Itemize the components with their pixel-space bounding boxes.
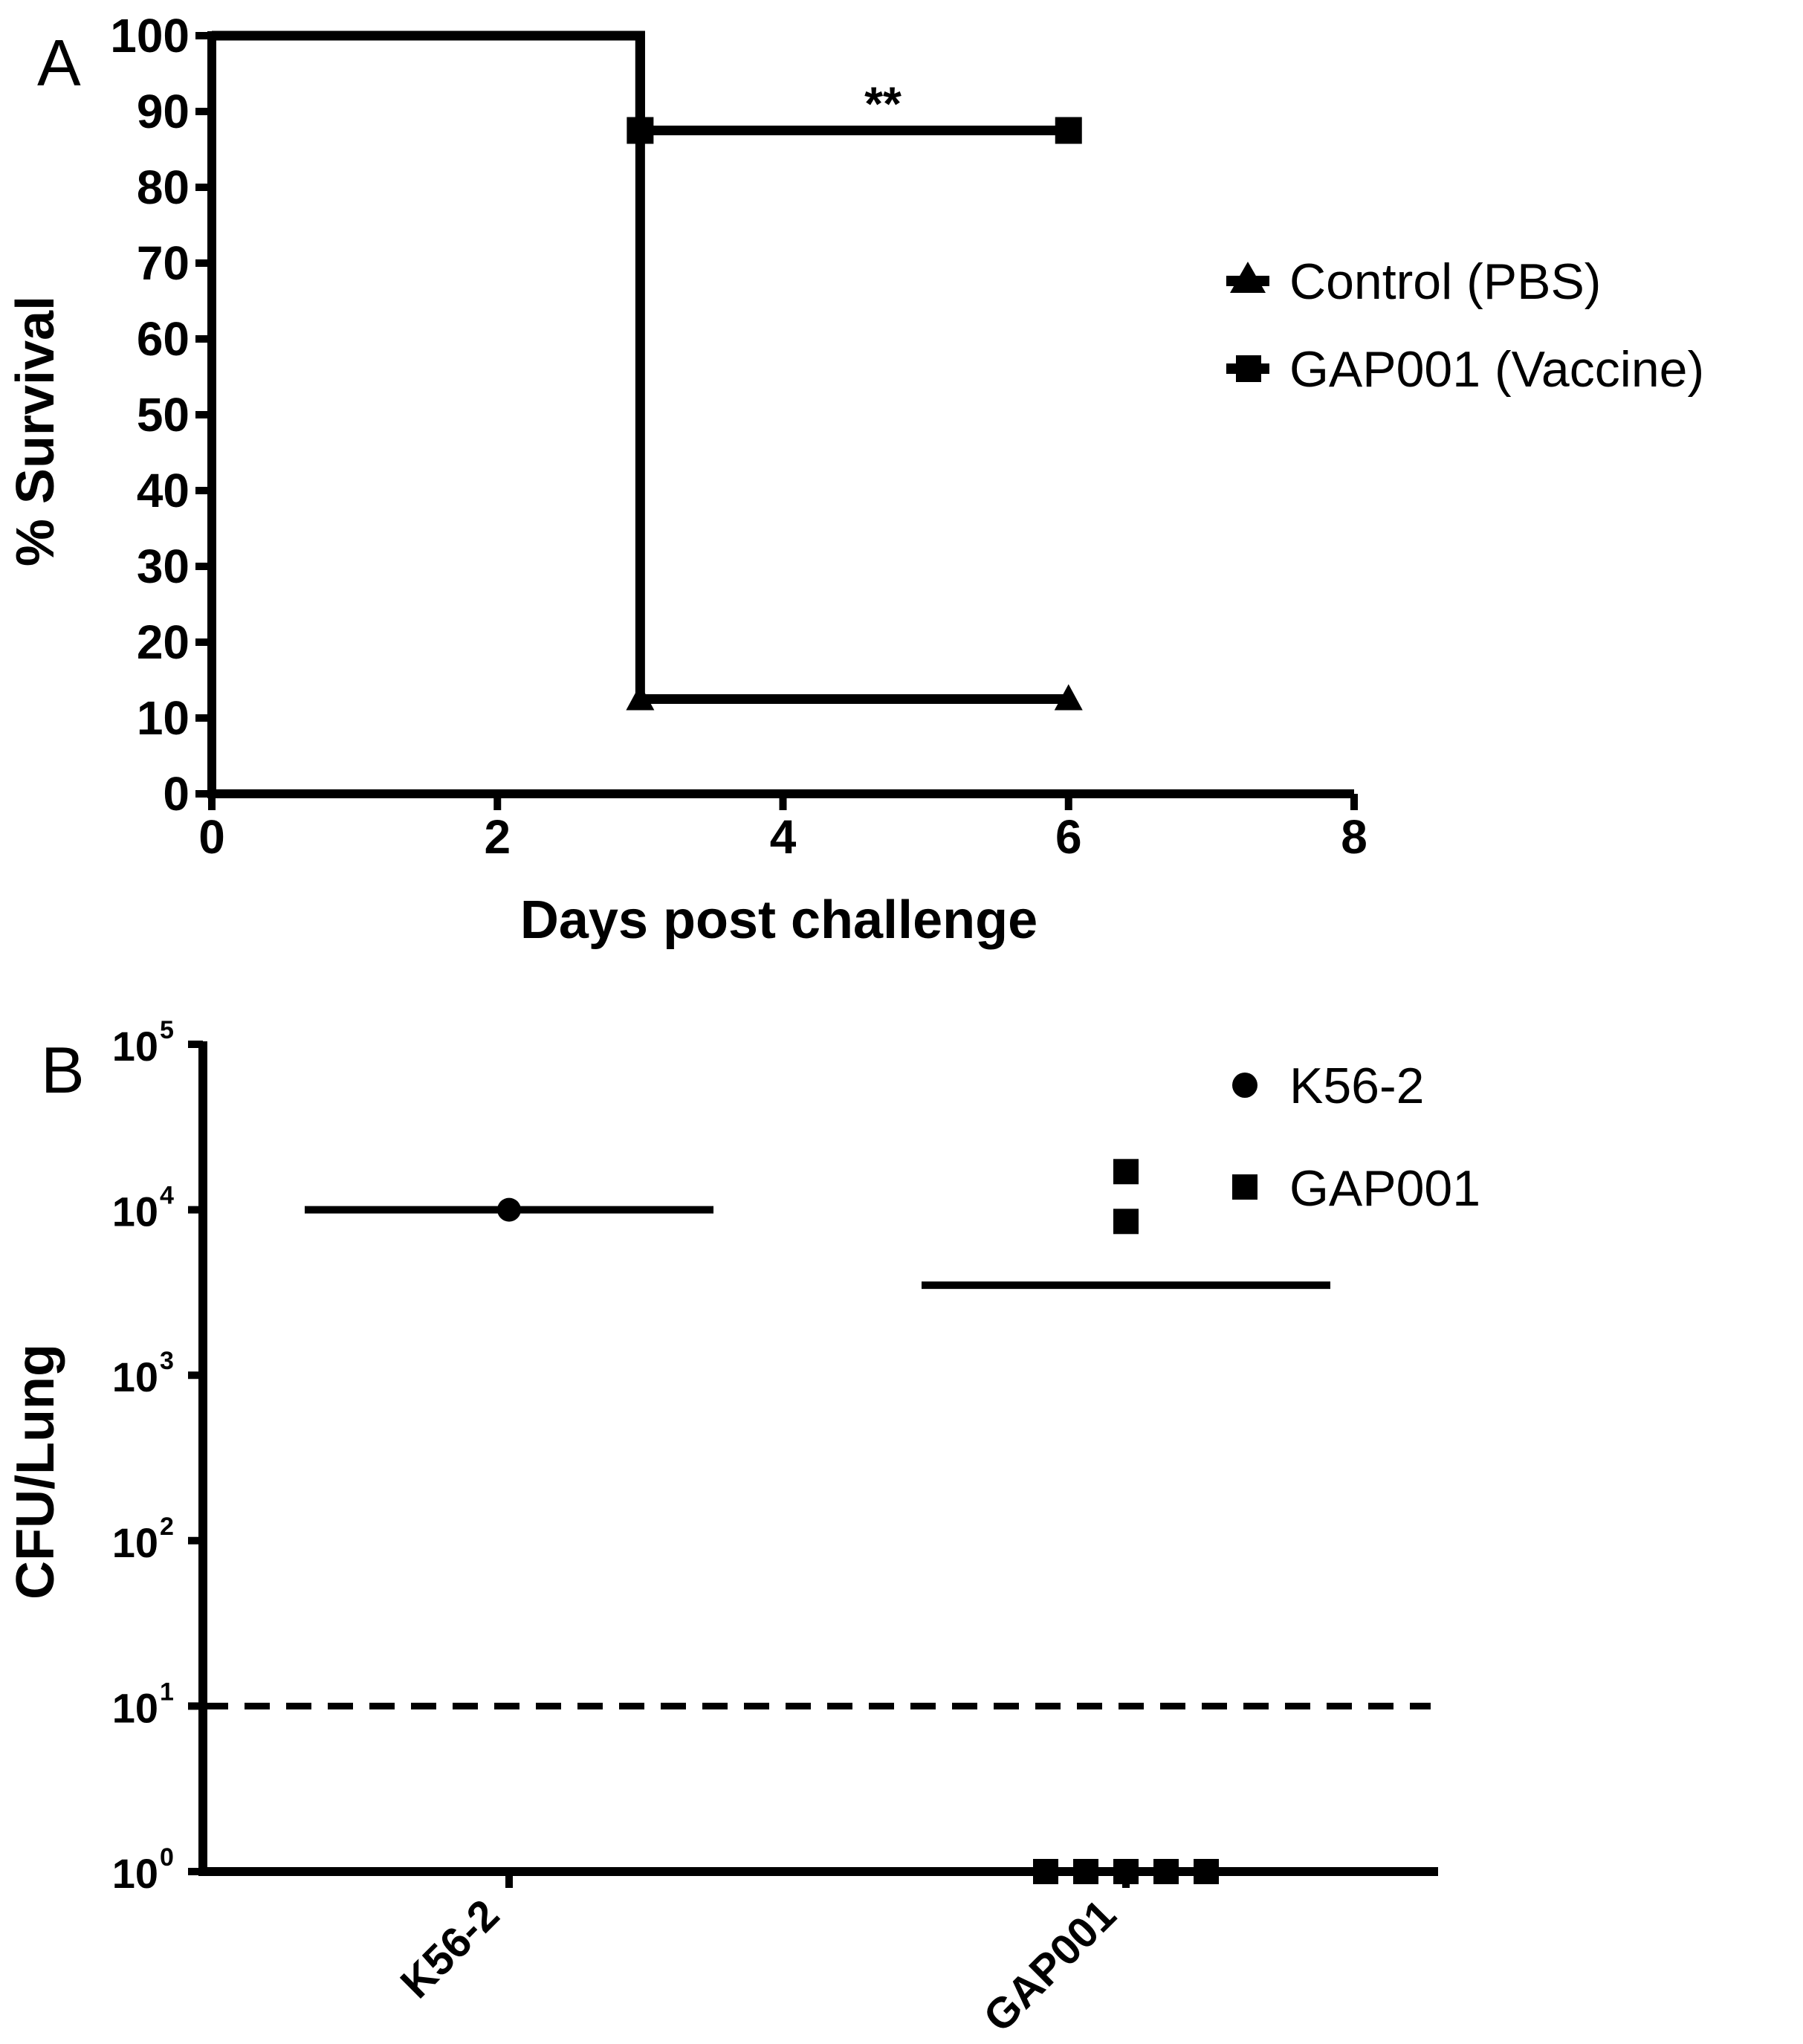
legend-item-gap001: GAP001 bbox=[1232, 1160, 1480, 1217]
y-tick-label-base: 10 bbox=[112, 1850, 158, 1897]
panel-a-x-axis-title: Days post challenge bbox=[520, 890, 1038, 950]
legend-item-gap001-vaccine: GAP001 (Vaccine) bbox=[1226, 341, 1704, 398]
legend-triangle-marker bbox=[1230, 262, 1266, 293]
panel-a-survival-lines bbox=[212, 30, 1069, 704]
y-tick-label-exponent: 5 bbox=[160, 1016, 174, 1044]
panel-b-y-axis-title: CFU/Lung bbox=[6, 1344, 65, 1600]
panel-a-significance-annotation: ** bbox=[864, 77, 902, 131]
gap001-square-point bbox=[1113, 1859, 1139, 1884]
y-tick-label: 100 bbox=[110, 9, 190, 62]
y-tick-label: 10 bbox=[137, 691, 190, 745]
k56-2-circle-point bbox=[497, 1197, 521, 1222]
legend-circle-marker bbox=[1232, 1073, 1257, 1098]
y-tick-label-exponent: 0 bbox=[160, 1843, 174, 1872]
y-tick-label: 20 bbox=[137, 615, 190, 669]
legend-item-k56-2: K56-2 bbox=[1232, 1058, 1424, 1114]
legend-k56-2-label: K56-2 bbox=[1289, 1058, 1424, 1114]
gap001-square-point bbox=[1113, 1209, 1139, 1235]
x-tick-label: 0 bbox=[198, 810, 225, 864]
x-tick-label: 6 bbox=[1055, 810, 1082, 864]
gap001-square-point bbox=[1153, 1859, 1179, 1884]
x-tick-label: 2 bbox=[484, 810, 511, 864]
y-tick-label-exponent: 2 bbox=[160, 1513, 174, 1541]
y-tick-label-exponent: 3 bbox=[160, 1347, 174, 1375]
x-category-label: GAP001 bbox=[974, 1890, 1125, 2041]
y-tick-label-base: 10 bbox=[112, 1188, 158, 1235]
panel-a-survival-chart: A 0 10 20 30 40 50 60 70 80 90 100 0 2 4 6 8 ** Days po… bbox=[6, 9, 1704, 950]
legend-item-control: Control (PBS) bbox=[1226, 253, 1601, 310]
x-tick-label: 8 bbox=[1341, 810, 1367, 864]
legend-control-label: Control (PBS) bbox=[1289, 253, 1601, 310]
gap001-square-point bbox=[1033, 1859, 1058, 1884]
panel-b-letter: B bbox=[41, 1033, 85, 1107]
y-tick-label-exponent: 1 bbox=[160, 1678, 174, 1706]
survival-line-vaccine bbox=[212, 30, 1069, 135]
y-tick-label: 50 bbox=[137, 388, 190, 442]
y-tick-label: 60 bbox=[137, 312, 190, 366]
y-tick-label: 80 bbox=[137, 161, 190, 214]
y-tick-label-base: 10 bbox=[112, 1519, 158, 1566]
y-tick-label-base: 10 bbox=[112, 1023, 158, 1070]
gap001-square-point bbox=[1073, 1859, 1098, 1884]
legend-gap001-label: GAP001 bbox=[1289, 1160, 1480, 1217]
vaccine-square-marker bbox=[1055, 117, 1082, 144]
y-tick-label: 40 bbox=[137, 464, 190, 517]
x-category-label: K56-2 bbox=[392, 1890, 509, 2008]
y-tick-label: 0 bbox=[163, 767, 190, 821]
y-tick-label: 30 bbox=[137, 540, 190, 593]
panel-b-points bbox=[305, 1159, 1330, 1884]
panel-a-axes: 0 10 20 30 40 50 60 70 80 90 100 0 2 4 6 8 bbox=[110, 9, 1367, 864]
y-tick-label-base: 10 bbox=[112, 1684, 158, 1731]
panel-a-letter: A bbox=[37, 26, 81, 100]
gap001-square-point bbox=[1113, 1159, 1139, 1185]
legend-square-marker bbox=[1232, 1174, 1257, 1200]
panel-a-markers bbox=[626, 117, 1083, 711]
panel-b-legend: K56-2 GAP001 bbox=[1232, 1058, 1480, 1217]
y-tick-label: 70 bbox=[137, 236, 190, 290]
y-tick-label-base: 10 bbox=[112, 1353, 158, 1400]
legend-square-marker bbox=[1236, 355, 1261, 382]
control-triangle-marker bbox=[1054, 684, 1083, 711]
legend-vaccine-label: GAP001 (Vaccine) bbox=[1289, 341, 1704, 398]
control-triangle-marker bbox=[626, 684, 655, 711]
x-tick-label: 4 bbox=[770, 810, 797, 864]
vaccine-square-marker bbox=[627, 117, 654, 144]
y-tick-label: 90 bbox=[137, 85, 190, 138]
panel-a-y-axis-title: % Survival bbox=[6, 296, 65, 566]
panel-a-legend: Control (PBS) GAP001 (Vaccine) bbox=[1226, 253, 1704, 398]
gap001-square-point bbox=[1194, 1859, 1219, 1884]
y-tick-label-exponent: 4 bbox=[160, 1182, 174, 1210]
